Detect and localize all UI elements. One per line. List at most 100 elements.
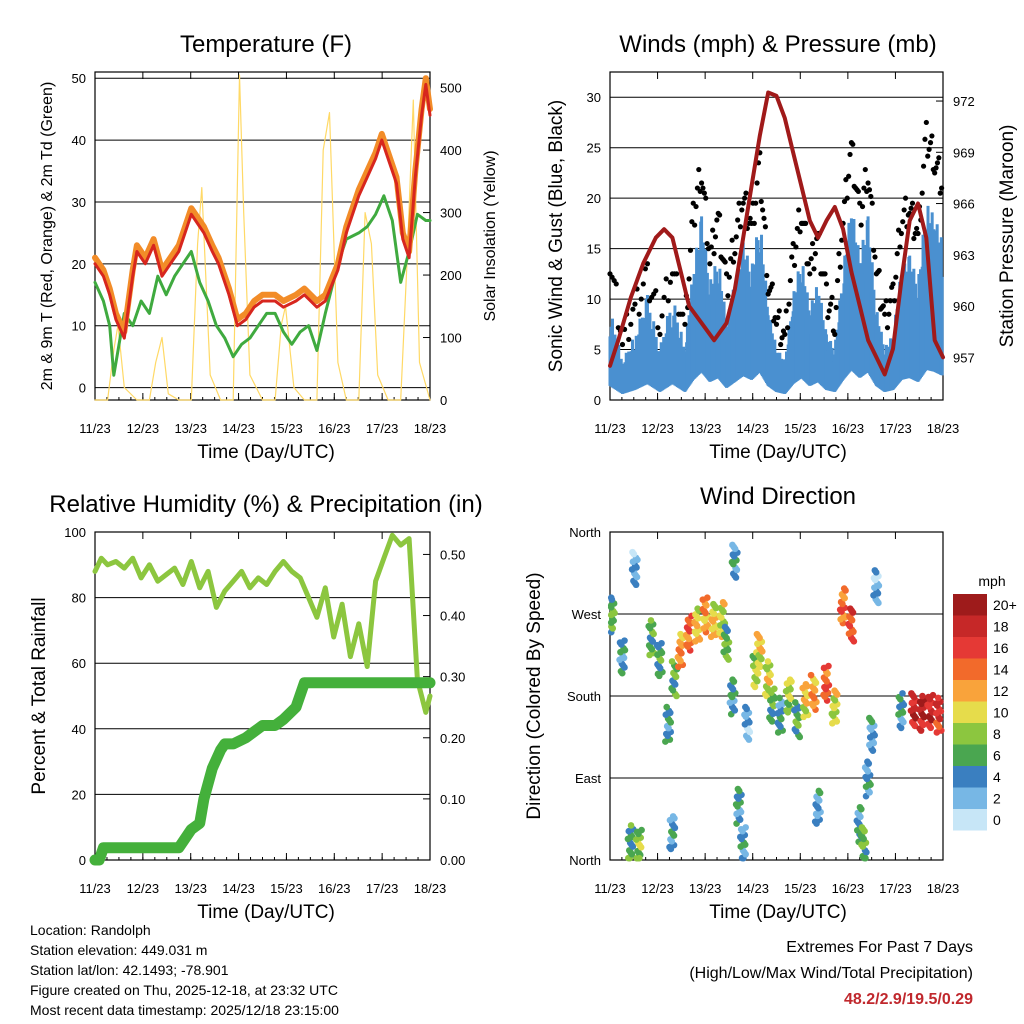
- y2-tick-label: 200: [440, 268, 462, 283]
- gust-point: [855, 188, 861, 195]
- direction-point: [735, 787, 743, 795]
- gust-point: [902, 195, 909, 201]
- direction-point: [673, 692, 680, 700]
- gust-point: [811, 266, 817, 272]
- wind-direction-panel: Wind Direction Direction (Colored By Spe…: [524, 483, 1017, 923]
- gust-point: [653, 288, 659, 294]
- extremes-block: Extremes For Past 7 Days (High/Low/Max W…: [689, 935, 973, 1013]
- gust-point: [934, 160, 941, 166]
- direction-point: [863, 849, 870, 856]
- direction-point: [738, 835, 745, 843]
- direction-point: [743, 705, 750, 713]
- direction-point: [919, 692, 926, 700]
- direction-point: [803, 700, 811, 707]
- gust-point: [733, 234, 739, 240]
- gust-point: [737, 224, 744, 230]
- y2-tick-label: 972: [953, 94, 975, 109]
- legend-swatch: [953, 744, 987, 766]
- direction-point: [754, 670, 762, 677]
- gust-point: [717, 212, 723, 218]
- direction-point: [813, 820, 820, 827]
- gust-point: [628, 321, 634, 327]
- gust-point: [919, 190, 925, 196]
- y-tick-label: 40: [72, 133, 86, 148]
- gust-point: [807, 271, 813, 277]
- direction-point: [672, 673, 680, 681]
- y2-tick-label: 400: [440, 143, 462, 158]
- plot-frame: [94, 71, 431, 401]
- y-tick-label: 50: [72, 71, 86, 86]
- gust-point: [776, 308, 782, 314]
- gust-point: [701, 190, 707, 196]
- y2-tick-label: 960: [953, 299, 975, 314]
- direction-point: [654, 651, 661, 659]
- direction-point: [753, 677, 761, 685]
- x-tick-label: 17/23: [879, 881, 912, 896]
- direction-point: [769, 710, 777, 718]
- x-tick-label: 13/23: [174, 421, 207, 436]
- gust-point: [644, 261, 651, 267]
- direction-point: [861, 827, 868, 835]
- gust-point: [858, 222, 864, 228]
- gust-point: [740, 200, 746, 206]
- legend-swatch: [953, 615, 987, 637]
- gust-point: [729, 237, 735, 243]
- gust-point: [726, 274, 732, 280]
- direction-point: [900, 718, 907, 726]
- direction-point: [723, 635, 731, 642]
- direction-point: [815, 797, 823, 804]
- direction-point: [829, 712, 837, 719]
- direction-point: [925, 703, 933, 710]
- direction-point: [656, 664, 664, 672]
- direction-point: [686, 627, 694, 635]
- y-tick-label: 30: [587, 90, 601, 105]
- gust-point: [712, 234, 719, 240]
- y-tick-label: 5: [594, 343, 601, 358]
- gust-point: [760, 207, 766, 213]
- gust-point: [825, 314, 831, 321]
- gust-point: [754, 180, 760, 186]
- extremes-values: 48.2/2.9/19.5/0.29: [844, 991, 973, 1008]
- humidity-line: [92, 532, 433, 715]
- gust-point: [897, 244, 903, 250]
- direction-point: [699, 596, 707, 603]
- gust-point: [866, 187, 873, 193]
- direction-point: [733, 566, 741, 574]
- direction-point: [850, 638, 858, 645]
- direction-point: [733, 810, 740, 818]
- gust-point: [613, 281, 619, 287]
- gust-point: [923, 119, 929, 126]
- x-tick-label: 11/23: [79, 421, 111, 436]
- direction-point: [729, 685, 737, 693]
- x-tick-label: 18/23: [927, 421, 960, 436]
- direction-point: [736, 816, 744, 824]
- gust-point: [911, 235, 917, 242]
- direction-point: [707, 633, 715, 641]
- direction-point: [708, 625, 716, 633]
- gust-point: [747, 215, 753, 221]
- gust-point: [909, 200, 916, 206]
- direction-point: [739, 827, 746, 835]
- gust-point: [939, 185, 945, 191]
- direction-point: [617, 648, 624, 656]
- legend-label: 8: [993, 726, 1001, 742]
- direction-point: [812, 679, 820, 687]
- gust-point: [883, 298, 889, 304]
- y-tick-label: North: [569, 853, 601, 868]
- direction-point: [810, 694, 818, 702]
- legend-label: 20+: [993, 597, 1017, 613]
- direction-point: [667, 719, 675, 726]
- legend-label: 4: [993, 769, 1001, 785]
- direction-point: [863, 775, 871, 783]
- direction-point: [763, 692, 770, 700]
- gust-point: [920, 163, 927, 169]
- gust-point: [722, 259, 728, 265]
- direction-point: [858, 805, 865, 813]
- direction-point: [767, 689, 775, 696]
- direction-point: [764, 658, 772, 665]
- x-tick-label: 11/23: [594, 881, 626, 896]
- winds-ylabel2: Station Pressure (Maroon): [997, 125, 1018, 348]
- gust-point: [868, 193, 874, 200]
- direction-point: [838, 608, 845, 615]
